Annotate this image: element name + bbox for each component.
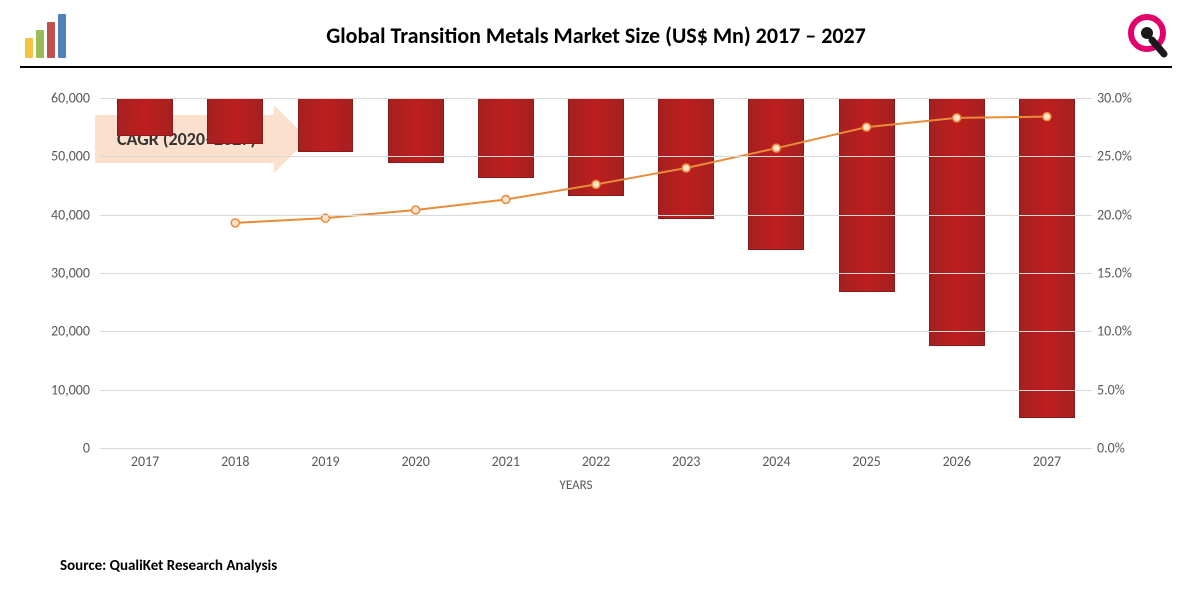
y-left-tick: 60,000 [40,90,90,107]
x-tick: 2027 [1002,453,1092,470]
bar [478,98,534,178]
x-tick: 2019 [280,453,370,470]
y-left-tick: 40,000 [40,206,90,223]
grid-line [100,331,1092,332]
plot-region: 2017201820192020202120222023202420252026… [100,98,1092,448]
y-right-tick: 5.0% [1097,381,1147,398]
chart-logo-icon [20,13,70,58]
y-left-tick: 50,000 [40,148,90,165]
y-right-tick: 30.0% [1097,90,1147,107]
bar [207,98,263,144]
x-tick: 2021 [461,453,551,470]
grid-line [100,156,1092,157]
x-axis-title: YEARS [100,478,1052,493]
x-tick: 2024 [731,453,821,470]
grid-line [100,448,1092,449]
grid-line [100,273,1092,274]
y-left-tick: 0 [40,440,90,457]
y-right-tick: 0.0% [1097,440,1147,457]
source-text: Source: QualiKet Research Analysis [60,557,277,575]
x-tick: 2026 [912,453,1002,470]
chart-area: 2017201820192020202120222023202420252026… [100,98,1112,488]
bar [117,98,173,136]
y-right-tick: 10.0% [1097,323,1147,340]
bar [1019,98,1075,418]
y-left-tick: 30,000 [40,265,90,282]
bar [929,98,985,346]
y-left-tick: 20,000 [40,323,90,340]
bar [568,98,624,196]
bar [839,98,895,292]
bar [658,98,714,219]
bar [298,98,354,152]
x-tick: 2025 [822,453,912,470]
header: Global Transition Metals Market Size (US… [20,10,1172,68]
y-right-tick: 20.0% [1097,206,1147,223]
x-tick: 2020 [371,453,461,470]
grid-line [100,390,1092,391]
brand-logo-icon [1122,10,1172,60]
bar [748,98,804,250]
chart-title: Global Transition Metals Market Size (US… [70,22,1122,49]
x-tick: 2017 [100,453,190,470]
x-tick: 2023 [641,453,731,470]
x-tick: 2018 [190,453,280,470]
y-right-tick: 15.0% [1097,265,1147,282]
grid-line [100,98,1092,99]
bar [388,98,444,163]
x-tick: 2022 [551,453,641,470]
grid-line [100,215,1092,216]
y-left-tick: 10,000 [40,381,90,398]
y-right-tick: 25.0% [1097,148,1147,165]
